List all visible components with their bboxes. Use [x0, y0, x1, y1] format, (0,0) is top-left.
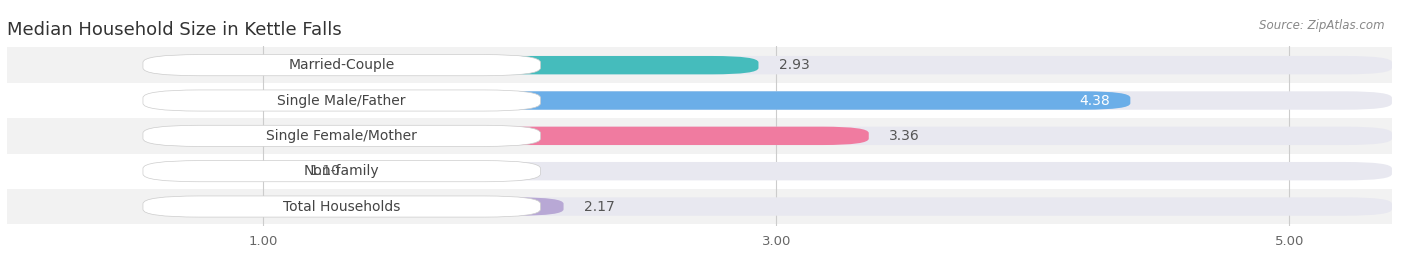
FancyBboxPatch shape [148, 91, 1130, 110]
FancyBboxPatch shape [143, 55, 540, 76]
Text: 2.93: 2.93 [779, 58, 810, 72]
Bar [7, 118, 1392, 154]
FancyBboxPatch shape [143, 196, 540, 217]
Text: Source: ZipAtlas.com: Source: ZipAtlas.com [1260, 19, 1385, 32]
Text: 1.10: 1.10 [309, 164, 340, 178]
FancyBboxPatch shape [148, 162, 290, 180]
Text: 4.38: 4.38 [1078, 94, 1109, 108]
FancyBboxPatch shape [143, 90, 540, 111]
Text: Single Female/Mother: Single Female/Mother [266, 129, 418, 143]
FancyBboxPatch shape [148, 162, 1392, 180]
Text: 3.36: 3.36 [889, 129, 920, 143]
Bar [7, 154, 1392, 189]
FancyBboxPatch shape [143, 125, 540, 146]
Bar [7, 189, 1392, 224]
FancyBboxPatch shape [143, 161, 540, 182]
Bar [7, 48, 1392, 83]
Text: Non-family: Non-family [304, 164, 380, 178]
Text: Married-Couple: Married-Couple [288, 58, 395, 72]
Text: 2.17: 2.17 [583, 200, 614, 214]
Bar [7, 83, 1392, 118]
FancyBboxPatch shape [148, 56, 758, 74]
FancyBboxPatch shape [148, 197, 564, 216]
FancyBboxPatch shape [148, 127, 1392, 145]
FancyBboxPatch shape [148, 56, 1392, 74]
Text: Total Households: Total Households [283, 200, 401, 214]
FancyBboxPatch shape [148, 91, 1392, 110]
Text: Median Household Size in Kettle Falls: Median Household Size in Kettle Falls [7, 21, 342, 39]
FancyBboxPatch shape [148, 127, 869, 145]
Text: Single Male/Father: Single Male/Father [277, 94, 406, 108]
FancyBboxPatch shape [148, 197, 1392, 216]
